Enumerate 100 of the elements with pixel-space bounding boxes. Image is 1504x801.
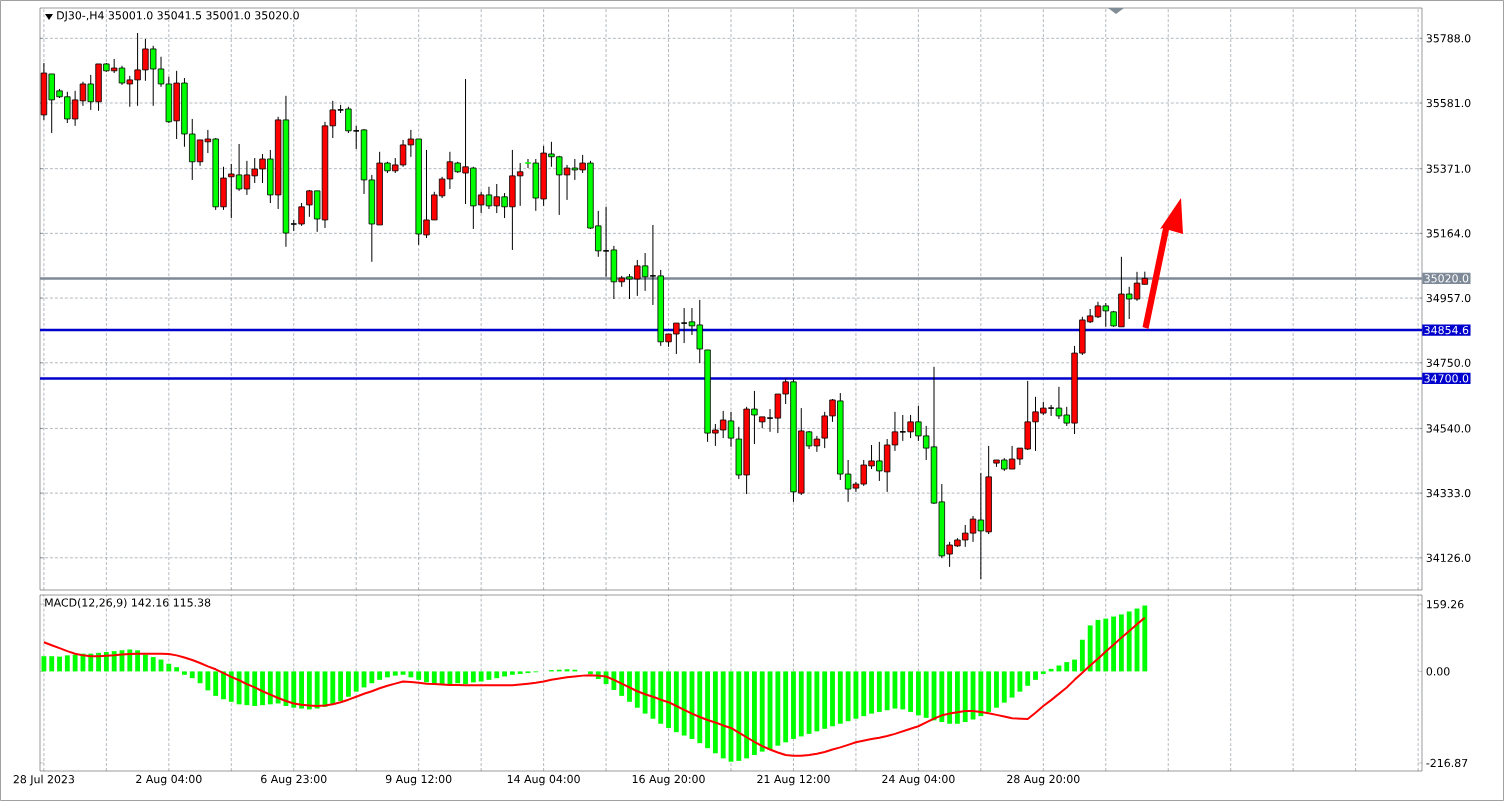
bar [1126,611,1132,672]
bar [791,671,796,739]
bar [150,657,156,672]
y-tick-label: 34126.0 [1426,553,1471,562]
x-tick-label: 14 Aug 04:00 [507,774,580,786]
bar [494,671,500,679]
bar [830,671,835,727]
bar [431,671,437,685]
bar [962,671,968,723]
bar [275,671,281,704]
chart-title: DJ30-,H4 35001.0 35041.5 35001.0 35020.0 [57,11,299,22]
bar [57,656,62,672]
bar [502,671,507,677]
y-tick-label: 159.26 [1427,600,1464,609]
bar [416,671,422,680]
x-tick-label: 24 Aug 04:00 [882,774,955,786]
bar [103,651,109,672]
y-tick-label: 35788.0 [1426,34,1471,43]
bar [447,671,453,685]
bar [666,671,671,728]
bar [869,671,874,714]
bar [306,671,312,710]
bar [291,671,297,708]
bar [955,671,960,724]
bar [236,671,242,705]
bar [634,671,640,708]
bar [1118,614,1124,672]
x-tick-label: 6 Aug 23:00 [261,774,327,786]
bar [408,671,414,678]
ref-line-label: 34854.6 [1424,325,1469,335]
bar [947,671,953,724]
ref-line-label: 35020.0 [1424,274,1469,283]
x-tick-label: 9 Aug 12:00 [385,774,452,786]
bar [478,671,484,682]
bar [1025,671,1031,686]
y-tick-label: 34333.0 [1426,488,1471,498]
bar [64,655,70,672]
bar [1040,671,1046,674]
bar [939,671,945,723]
bar [424,671,429,683]
bar [915,671,921,716]
bar [299,671,304,709]
bar [517,671,523,674]
bar [806,671,812,734]
bar [1103,618,1109,672]
y-tick-label: 34750.0 [1426,358,1471,367]
bar [353,671,359,692]
bar [338,671,344,701]
bar [174,667,180,672]
bar [392,671,398,676]
bar [260,671,265,706]
bar [377,671,383,680]
bar [588,671,593,674]
x-tick-label: 28 Aug 20:00 [1007,774,1080,786]
bar [642,671,648,714]
bar [822,671,828,729]
bar [1111,616,1117,672]
bar [861,671,867,717]
bar [884,671,890,711]
y-tick-label: 35164.0 [1426,229,1471,238]
y-tick-label: 35371.0 [1426,164,1471,173]
bar [228,671,234,702]
bar [908,671,913,712]
bar [1001,671,1007,703]
bar [330,671,336,705]
bar [135,650,141,672]
y-tick-label: -216.87 [1426,758,1468,768]
bar [986,671,992,712]
y-tick-label: 35581.0 [1426,98,1471,108]
x-tick-label: 2 Aug 04:00 [136,774,202,786]
bar [681,671,687,736]
bar [1072,659,1077,672]
y-tick-label: 34540.0 [1426,424,1471,433]
bar [736,671,742,761]
bar [1009,671,1015,698]
bar [463,671,468,685]
bar [49,656,55,672]
x-tick-label: 21 Aug 12:00 [757,774,830,786]
bar [814,671,820,732]
bar [1064,662,1070,672]
bar [267,671,273,705]
bar [142,654,148,672]
bar [400,671,406,675]
bar [744,671,750,759]
bar [658,671,664,724]
bar [41,656,47,672]
bar [752,671,757,755]
bar [314,671,320,709]
bar [697,671,703,744]
bar [1079,639,1085,672]
bar [978,671,984,717]
bar [759,671,765,752]
x-tick-label: 28 Jul 2023 [13,774,75,786]
bar [1142,605,1148,672]
bar [783,671,789,743]
bar [369,671,375,684]
bar [244,671,250,706]
bar [213,671,219,696]
bar [1087,625,1093,672]
bar [205,671,211,691]
